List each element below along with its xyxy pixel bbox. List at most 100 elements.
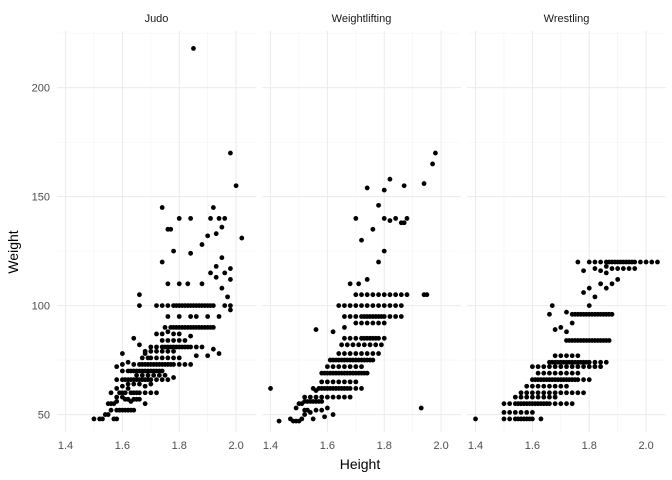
x-tick-label: 1.8: [582, 440, 597, 452]
data-point: [353, 379, 359, 385]
data-point: [592, 294, 598, 300]
data-point: [507, 401, 513, 407]
data-point: [268, 386, 273, 391]
data-point: [547, 383, 552, 389]
data-point: [558, 383, 564, 389]
data-point: [501, 409, 507, 415]
data-point: [507, 409, 513, 415]
data-point: [125, 359, 131, 365]
data-point: [171, 338, 176, 343]
panel-wrestling: Wrestling 1.4 1.6 1.8 2.0: [467, 13, 666, 452]
data-point: [547, 311, 552, 317]
data-point: [592, 364, 598, 370]
x-tick-label: 2.0: [228, 440, 243, 452]
data-point: [293, 405, 299, 411]
data-point: [336, 303, 342, 308]
data-point: [225, 294, 230, 300]
data-point: [359, 303, 364, 308]
data-point: [137, 292, 142, 298]
data-point: [398, 303, 404, 308]
data-point: [370, 357, 376, 363]
data-point: [541, 390, 547, 396]
data-point: [228, 266, 233, 271]
data-point: [626, 266, 632, 271]
data-point: [176, 314, 182, 319]
data-point: [398, 314, 404, 319]
data-point: [518, 394, 524, 400]
facet-strip-label: Judo: [145, 13, 169, 25]
data-point: [171, 248, 176, 254]
data-point: [387, 176, 393, 182]
data-point: [159, 348, 165, 354]
data-point: [381, 216, 387, 221]
data-point: [319, 399, 325, 404]
data-point: [171, 355, 176, 361]
data-point: [376, 303, 381, 308]
data-point: [139, 355, 145, 361]
data-point: [156, 372, 162, 378]
data-point: [603, 270, 609, 276]
data-point: [552, 394, 558, 400]
data-point: [552, 383, 558, 389]
data-point: [307, 394, 313, 400]
data-point: [603, 359, 609, 365]
data-point: [535, 394, 541, 400]
data-point: [188, 333, 194, 339]
data-point: [364, 351, 370, 356]
data-point: [205, 314, 211, 319]
data-point: [353, 386, 359, 391]
data-point: [353, 320, 359, 326]
data-point: [344, 342, 350, 348]
data-point: [347, 351, 353, 356]
data-point: [404, 216, 410, 221]
data-point: [347, 364, 353, 370]
data-point: [199, 242, 205, 247]
data-point: [205, 353, 211, 359]
data-point: [205, 233, 211, 239]
data-point: [547, 370, 552, 376]
data-point: [142, 390, 148, 396]
data-point: [569, 353, 575, 359]
data-point: [552, 401, 558, 407]
x-tick-label: 2.0: [638, 440, 653, 452]
data-point: [430, 161, 435, 167]
data-point: [529, 364, 535, 370]
data-point: [598, 268, 604, 274]
data-point: [142, 351, 148, 356]
data-point: [216, 314, 222, 319]
data-point: [336, 364, 342, 370]
data-point: [609, 311, 615, 317]
data-point: [148, 348, 154, 354]
data-point: [370, 303, 376, 308]
data-point: [353, 292, 359, 298]
data-point: [171, 331, 176, 337]
data-point: [171, 348, 176, 354]
data-point: [361, 342, 367, 348]
data-point: [387, 314, 393, 319]
data-point: [433, 150, 438, 156]
data-point: [319, 407, 325, 413]
data-point: [330, 412, 336, 417]
y-axis-title: Weight: [5, 230, 21, 273]
data-point: [119, 351, 125, 356]
data-point: [339, 342, 344, 348]
data-point: [148, 390, 154, 396]
data-point: [347, 379, 353, 385]
data-point: [108, 407, 114, 413]
data-point: [159, 368, 165, 374]
data-point: [581, 364, 586, 370]
data-point: [364, 303, 370, 308]
data-point: [165, 281, 171, 287]
data-point: [586, 377, 592, 383]
data-point: [171, 362, 176, 367]
data-point: [632, 259, 638, 265]
data-point: [575, 259, 581, 265]
data-point: [114, 377, 120, 383]
data-point: [609, 281, 615, 287]
data-point: [638, 259, 643, 265]
data-point: [564, 370, 569, 376]
data-point: [185, 281, 191, 287]
data-point: [606, 338, 612, 343]
data-point: [524, 383, 530, 389]
